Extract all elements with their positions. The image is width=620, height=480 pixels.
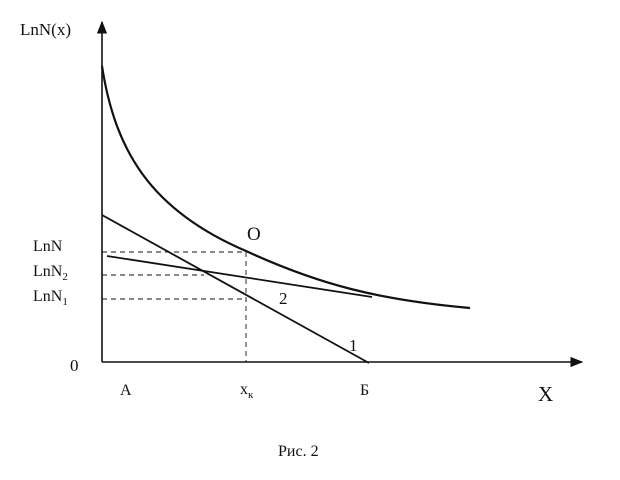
y-tick-lnN1: LnN1 [33,288,68,308]
point-label-o: O [247,224,261,245]
origin-label: 0 [70,356,79,375]
x-tick-b: Б [360,382,369,399]
line-1-label: 1 [349,336,358,355]
figure-caption: Рис. 2 [278,443,319,460]
line-2-label: 2 [279,289,288,308]
y-tick-lnN2: LnN2 [33,263,68,283]
x-tick-a: А [120,382,132,399]
y-tick-lnN: LnN [33,238,63,255]
x-axis-label: X [538,382,553,406]
x-tick-xk: xк [240,381,254,401]
main-curve [100,65,471,310]
y-axis-label: LnN(x) [20,20,71,39]
line-2 [106,255,373,298]
line-1 [101,214,370,364]
